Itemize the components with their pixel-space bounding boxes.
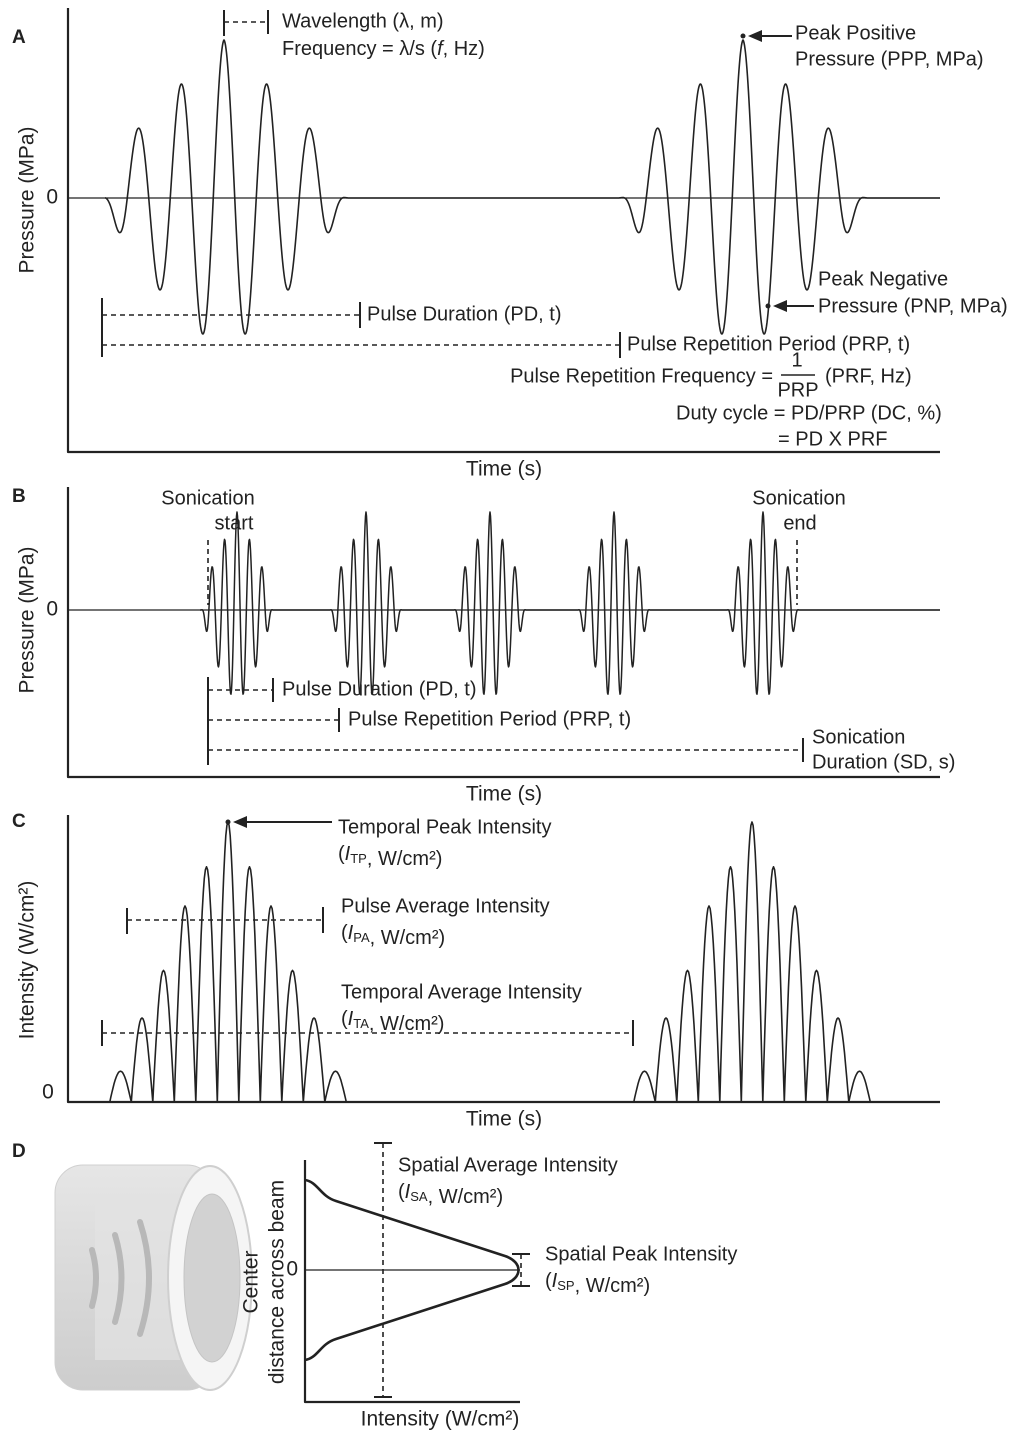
- text-part: , Hz): [443, 38, 485, 60]
- italic-part: I: [345, 843, 351, 865]
- pressure-wave: [104, 39, 941, 335]
- annotation: PRP: [777, 379, 818, 401]
- annotation: Spatial Average Intensity: [398, 1154, 618, 1176]
- annotation: Pulse Repetition Period (PRP, t): [348, 708, 631, 730]
- subscript: TP: [350, 851, 367, 866]
- ppp-arrow-head: [748, 30, 762, 42]
- text-part: Frequency = λ/s (: [282, 38, 437, 60]
- annotation: (ISP, W/cm²): [545, 1270, 650, 1297]
- x-axis-label: Time (s): [466, 783, 542, 806]
- annotation: = PD X PRF: [778, 428, 887, 450]
- annotation: Sonication: [161, 487, 254, 509]
- subscript: SP: [557, 1278, 574, 1293]
- text-part: (: [545, 1270, 552, 1292]
- zero-label: 0: [46, 186, 58, 209]
- subscript: TA: [353, 1016, 369, 1031]
- annotation: 1: [791, 349, 802, 371]
- text-part: (: [338, 843, 345, 865]
- annotation: Pulse Average Intensity: [341, 895, 550, 917]
- annotation: Wavelength (λ, m): [282, 10, 444, 32]
- text-part: (: [341, 922, 348, 944]
- zero-label: 0: [46, 598, 58, 621]
- panel-label: C: [12, 811, 26, 832]
- annotation: Pulse Repetition Period (PRP, t): [627, 333, 910, 355]
- axis: [303, 1160, 520, 1404]
- axis: [66, 487, 940, 779]
- annotation: Duty cycle = PD/PRP (DC, %): [676, 402, 942, 424]
- annotation: (PRF, Hz): [825, 365, 912, 387]
- y-axis-label: Center: [240, 1250, 263, 1313]
- annotation: Pressure (PNP, MPa): [818, 295, 1008, 317]
- text-part: , W/cm²): [367, 848, 443, 870]
- annotation: Pressure (PPP, MPa): [795, 48, 984, 70]
- text-part: , W/cm²): [369, 1013, 445, 1035]
- italic-part: I: [405, 1181, 411, 1203]
- subscript: PA: [353, 930, 370, 945]
- y-axis-label: Intensity (W/cm²): [16, 881, 39, 1040]
- italic-part: I: [348, 922, 354, 944]
- zero-label: 0: [286, 1258, 298, 1281]
- beam-profile: [304, 1178, 520, 1362]
- annotation: Peak Negative: [818, 268, 948, 290]
- zero-label: 0: [42, 1081, 54, 1104]
- intensity-burst: [633, 821, 872, 1103]
- annotation: Frequency = λ/s (f, Hz): [282, 38, 485, 60]
- annotation: Sonication: [812, 726, 905, 748]
- annotation: Peak Positive: [795, 22, 916, 44]
- text-part: , W/cm²): [370, 927, 446, 949]
- annotation: (ISA, W/cm²): [398, 1181, 503, 1208]
- annotation: Pulse Duration (PD, t): [367, 303, 562, 325]
- ppp-arrow-dot: [740, 33, 746, 39]
- annotation: (ITA, W/cm²): [341, 1008, 444, 1035]
- panel-label: A: [12, 27, 26, 48]
- annotation: Sonication: [752, 487, 845, 509]
- x-axis-label: Time (s): [466, 1108, 542, 1131]
- text-part: , W/cm²): [428, 1186, 504, 1208]
- annotation: (IPA, W/cm²): [341, 922, 445, 949]
- annotation: Spatial Peak Intensity: [545, 1243, 737, 1265]
- annotation: Duration (SD, s): [812, 751, 955, 773]
- y-axis-label: distance across beam: [266, 1180, 289, 1384]
- annotation: Temporal Average Intensity: [341, 981, 582, 1003]
- annotation: start: [215, 512, 254, 534]
- annotation: Temporal Peak Intensity: [338, 816, 551, 838]
- italic-part: f: [437, 38, 445, 60]
- annotation: Pulse Duration (PD, t): [282, 678, 477, 700]
- x-axis-label: Time (s): [466, 458, 542, 481]
- text-part: (: [398, 1181, 405, 1203]
- tp-arrow-head: [233, 816, 247, 828]
- intensity-burst: [109, 821, 348, 1103]
- annotation: end: [783, 512, 816, 534]
- panel-label: B: [12, 486, 26, 507]
- text-part: (: [341, 1008, 348, 1030]
- y-axis-label: Pressure (MPa): [16, 546, 39, 693]
- text-part: , W/cm²): [575, 1275, 651, 1297]
- y-axis-label: Pressure (MPa): [16, 126, 39, 273]
- italic-part: I: [552, 1270, 558, 1292]
- pnp-arrow-dot: [765, 303, 771, 309]
- annotation: (ITP, W/cm²): [338, 843, 442, 870]
- tp-arrow-dot: [225, 819, 231, 825]
- axis: [66, 8, 940, 454]
- italic-part: I: [348, 1008, 354, 1030]
- subscript: SA: [410, 1189, 428, 1204]
- x-axis-label: Intensity (W/cm²): [361, 1408, 520, 1431]
- pnp-arrow-head: [773, 300, 787, 312]
- transducer: [54, 1164, 253, 1391]
- pressure-wave: [199, 511, 941, 695]
- panel-label: D: [12, 1141, 26, 1162]
- axis: [66, 815, 940, 1104]
- annotation: Pulse Repetition Frequency =: [510, 365, 773, 387]
